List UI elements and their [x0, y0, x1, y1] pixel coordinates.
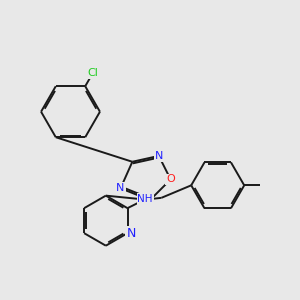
Text: N: N — [116, 183, 125, 193]
Text: NH: NH — [137, 194, 153, 204]
Text: N: N — [154, 151, 163, 161]
Text: N: N — [126, 227, 136, 240]
Text: O: O — [166, 174, 175, 184]
Text: Cl: Cl — [87, 68, 98, 79]
